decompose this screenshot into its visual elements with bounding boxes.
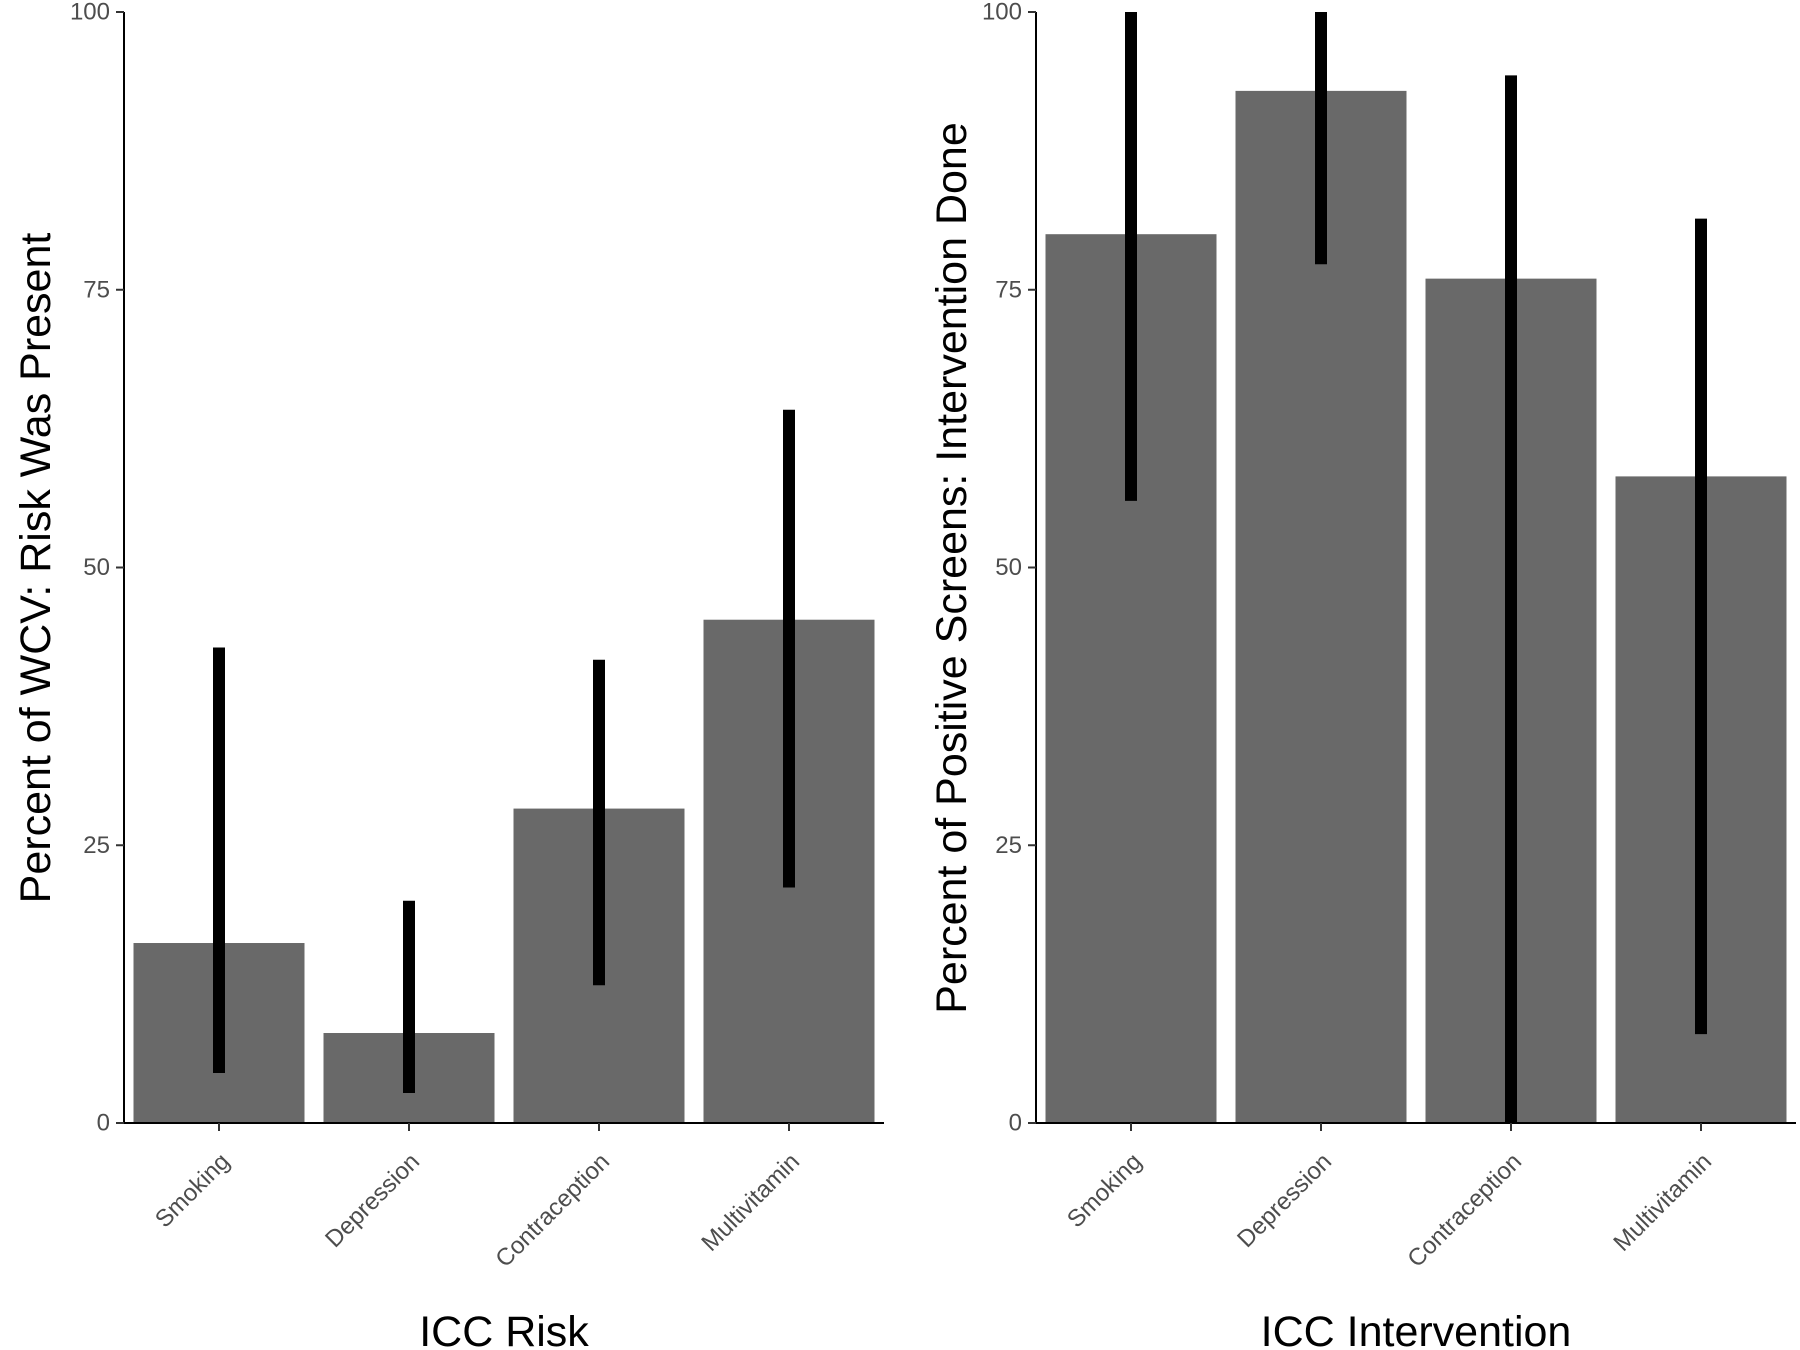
y-tick-label-0: 0 (97, 1110, 110, 1137)
y-tick-label-50: 50 (83, 554, 110, 581)
y-tick-label-50: 50 (995, 554, 1022, 581)
y-tick-label-75: 75 (995, 276, 1022, 303)
y-axis-title: Percent of Positive Screens: Interventio… (928, 122, 976, 1014)
y-axis-title: Percent of WCV: Risk Was Present (12, 233, 60, 904)
x-tick-label-depression: Depression (1232, 1148, 1337, 1253)
y-tick-label-0: 0 (1009, 1110, 1022, 1137)
x-axis-title: ICC Intervention (1261, 1308, 1572, 1350)
x-tick-label-multivitamin: Multivitamin (696, 1148, 805, 1257)
y-tick-label-25: 25 (83, 832, 110, 859)
panel-icc-intervention: 0 25 50 75 100 Smoking Depression Contraception… (928, 0, 1796, 1350)
y-tick-label-75: 75 (83, 276, 110, 303)
x-axis-title: ICC Risk (419, 1308, 589, 1350)
x-tick-label-multivitamin: Multivitamin (1608, 1148, 1717, 1257)
x-tick-label-contraception: Contraception (490, 1148, 615, 1273)
x-tick-label-depression: Depression (320, 1148, 425, 1253)
x-tick-label-smoking: Smoking (150, 1148, 235, 1233)
x-tick-label-smoking: Smoking (1062, 1148, 1147, 1233)
y-tick-label-25: 25 (995, 832, 1022, 859)
y-tick-label-100: 100 (70, 0, 110, 26)
panel-icc-risk: 0 25 50 75 100 Smoking Depression Contraception… (12, 0, 884, 1350)
y-tick-label-100: 100 (982, 0, 1022, 26)
x-tick-label-contraception: Contraception (1402, 1148, 1527, 1273)
